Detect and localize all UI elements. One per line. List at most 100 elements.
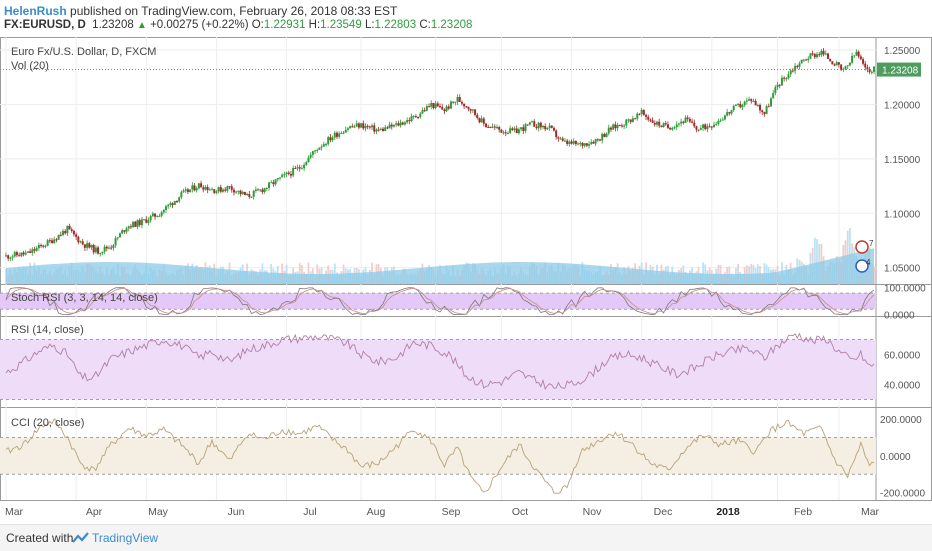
candle-body (476, 114, 479, 118)
candle-body (371, 125, 374, 128)
candle-body (9, 257, 12, 259)
x-tick-label: Jun (228, 506, 245, 518)
candle-body (480, 118, 483, 123)
calendar-event-icon[interactable] (855, 259, 869, 273)
candle-body (537, 122, 540, 129)
candle-body (287, 172, 290, 174)
candle-body (820, 50, 823, 56)
candle-body (677, 123, 680, 125)
candle-body (129, 226, 132, 228)
open-label: O: (251, 19, 264, 31)
up-arrow-icon: ▲ (136, 20, 147, 31)
candle-body (616, 125, 619, 129)
candle-body (211, 189, 214, 191)
candle-body (824, 53, 827, 55)
stoch-d-line (5, 287, 875, 315)
candles (5, 47, 875, 262)
candle-body (816, 54, 819, 58)
candle-body (717, 121, 720, 124)
candle-body (132, 221, 135, 228)
candle-body (68, 225, 71, 230)
candle-body (570, 141, 573, 144)
candle-body (761, 110, 764, 113)
candle-body (452, 101, 455, 103)
candle-body (193, 185, 196, 191)
candle-body (395, 123, 398, 125)
candle-body (741, 105, 744, 108)
candle-body (314, 150, 317, 152)
candle-body (322, 144, 325, 147)
candle-body (31, 249, 34, 253)
x-tick-label: Aug (367, 506, 386, 518)
candle-body (596, 139, 599, 141)
candle-body (26, 251, 29, 253)
candle-body (818, 54, 821, 56)
candle-body (647, 116, 650, 120)
candle-body (618, 125, 621, 127)
candle-body (691, 121, 694, 123)
candle-body (55, 239, 58, 241)
candle-body (811, 53, 814, 55)
candle-body (737, 103, 740, 105)
candle-body (61, 231, 64, 235)
candle-body (474, 109, 477, 115)
candle-body (504, 132, 507, 134)
calendar-event-icon[interactable] (855, 240, 869, 254)
candle-body (362, 123, 365, 129)
candle-body (300, 168, 303, 170)
candle-body (101, 251, 104, 254)
candle-body (421, 110, 424, 114)
candle-body (557, 137, 560, 139)
footer-bar: Created with TradingView (0, 524, 932, 551)
candle-body (857, 51, 860, 57)
x-tick-label: May (148, 506, 169, 518)
volume-bar (298, 263, 301, 284)
candle-body (495, 127, 498, 129)
author-name[interactable]: HelenRush (4, 4, 67, 18)
candle-body (53, 239, 56, 244)
candle-body (739, 103, 742, 108)
candle-body (706, 126, 709, 130)
candle-body (599, 139, 602, 141)
candle-body (531, 121, 534, 123)
candle-body (612, 124, 615, 130)
x-tick-label: Apr (86, 506, 103, 518)
candle-body (620, 125, 623, 127)
candle-body (335, 132, 338, 137)
rsi-tick-label: 40.0000 (884, 381, 921, 392)
candle-body (340, 132, 343, 134)
x-tick-label: 2018 (716, 506, 740, 518)
tradingview-link[interactable]: TradingView (92, 531, 159, 545)
candle-body (373, 125, 376, 132)
cci-tick-label: -200.0000 (880, 489, 925, 500)
candle-body (325, 144, 328, 146)
candle-body (230, 186, 233, 190)
candle-body (138, 220, 141, 226)
candle-body (787, 74, 790, 79)
candle-body (809, 53, 812, 59)
candle-body (243, 191, 246, 196)
candle-body (443, 109, 446, 112)
rsi-line (5, 332, 875, 390)
candle-body (862, 59, 865, 64)
candle-body (388, 124, 391, 129)
candle-body (651, 120, 654, 123)
candle-body (592, 142, 595, 144)
candle-body (772, 92, 775, 99)
chart-area[interactable]: Mar Apr May Jun Jul Aug Sep Oct Nov Dec 2018 Feb Mar… (0, 0, 932, 524)
candle-body (20, 252, 23, 257)
candle-body (110, 247, 113, 249)
candle-body (577, 143, 580, 145)
candle-body (465, 106, 468, 108)
candle-body (360, 123, 363, 128)
candle-body (329, 137, 332, 141)
candle-body (219, 187, 222, 192)
candle-body (449, 101, 452, 109)
candle-body (428, 106, 431, 108)
last-price: 1.23208 (92, 19, 134, 31)
candle-body (57, 234, 60, 240)
event-count-label: 7 (869, 239, 874, 248)
candle-body (127, 226, 130, 229)
candle-body (414, 116, 417, 118)
candle-body (848, 62, 851, 66)
